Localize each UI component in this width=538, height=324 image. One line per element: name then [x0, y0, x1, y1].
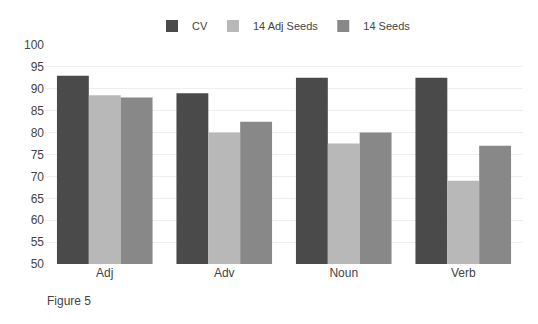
svg-text:85: 85	[31, 104, 45, 118]
svg-text:Adj: Adj	[96, 266, 113, 280]
svg-text:50: 50	[31, 257, 45, 271]
svg-text:Adv: Adv	[214, 266, 235, 280]
svg-text:CV: CV	[192, 20, 208, 32]
svg-text:70: 70	[31, 170, 45, 184]
svg-text:75: 75	[31, 148, 45, 162]
svg-text:95: 95	[31, 60, 45, 74]
svg-text:65: 65	[31, 192, 45, 206]
svg-text:14 Adj Seeds: 14 Adj Seeds	[253, 20, 318, 32]
svg-text:100: 100	[24, 38, 44, 52]
svg-text:60: 60	[31, 213, 45, 227]
svg-text:14 Seeds: 14 Seeds	[363, 20, 410, 32]
svg-text:Verb: Verb	[451, 266, 476, 280]
svg-text:80: 80	[31, 126, 45, 140]
svg-text:55: 55	[31, 235, 45, 249]
svg-text:Figure 5: Figure 5	[47, 294, 91, 308]
svg-text:Noun: Noun	[329, 266, 358, 280]
svg-text:90: 90	[31, 82, 45, 96]
